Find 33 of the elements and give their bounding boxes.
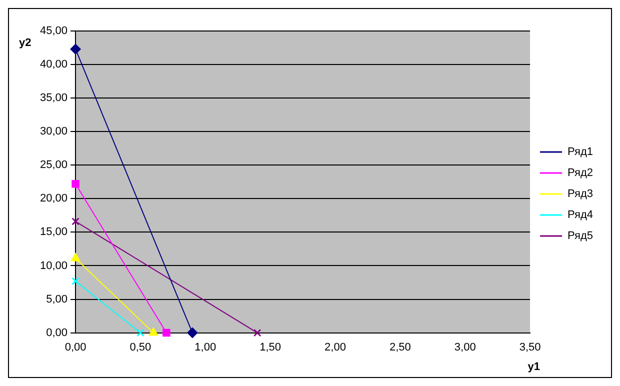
legend-label: Ряд4 (568, 209, 594, 222)
x-tick-label: 0,00 (64, 341, 86, 354)
y-tick-label: 35,00 (40, 92, 68, 104)
legend-label: Ряд1 (568, 146, 594, 158)
y-tick-label: 45,00 (40, 25, 68, 38)
x-tick-label: 2,00 (324, 341, 346, 354)
point (70, 44, 81, 54)
x-tick-label: 1,00 (194, 341, 216, 354)
y-tick-label: 30,00 (40, 126, 68, 138)
x-tick-label: 3,00 (454, 341, 476, 354)
y-tick-label: 15,00 (40, 226, 68, 238)
x-tick-label: 2,50 (389, 341, 411, 354)
legend-label: Ряд3 (568, 188, 594, 200)
y-tick-label: 0,00 (46, 326, 68, 339)
point (187, 328, 198, 338)
y-tick-label: 25,00 (40, 159, 68, 172)
point (72, 218, 80, 226)
point (72, 180, 80, 188)
y-tick-label: 40,00 (40, 58, 68, 71)
y-tick-label: 5,00 (46, 293, 68, 306)
y-tick-label: 10,00 (40, 260, 68, 272)
legend-label: Ряд2 (568, 167, 594, 180)
legend-label: Ряд5 (568, 230, 594, 242)
point (72, 277, 80, 286)
x-tick-label: 1,50 (260, 341, 282, 354)
y-axis-title: y2 (19, 37, 32, 50)
point (253, 328, 262, 337)
point (136, 328, 144, 337)
x-axis-title: y1 (528, 360, 540, 373)
y-tick-label: 20,00 (40, 192, 68, 205)
x-tick-label: 0,50 (130, 341, 152, 354)
point (162, 328, 170, 337)
x-tick-label: 3,50 (519, 341, 541, 354)
